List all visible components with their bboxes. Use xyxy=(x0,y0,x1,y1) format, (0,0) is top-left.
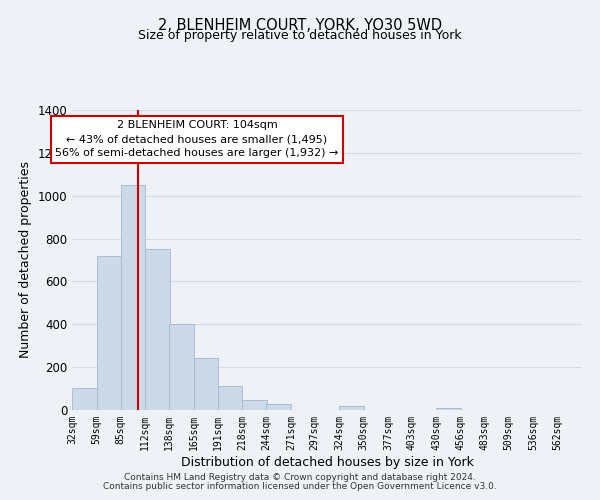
Bar xyxy=(121,185,145,410)
Bar xyxy=(194,358,218,410)
Bar xyxy=(266,404,291,410)
Text: Contains HM Land Registry data © Crown copyright and database right 2024.: Contains HM Land Registry data © Crown c… xyxy=(124,474,476,482)
Bar xyxy=(145,250,170,410)
Y-axis label: Number of detached properties: Number of detached properties xyxy=(19,162,32,358)
Bar xyxy=(218,386,242,410)
Text: Contains public sector information licensed under the Open Government Licence v3: Contains public sector information licen… xyxy=(103,482,497,491)
Bar xyxy=(436,408,461,410)
Bar xyxy=(97,256,121,410)
Text: 2, BLENHEIM COURT, YORK, YO30 5WD: 2, BLENHEIM COURT, YORK, YO30 5WD xyxy=(158,18,442,32)
Bar xyxy=(242,400,267,410)
Bar xyxy=(169,324,194,410)
Bar xyxy=(72,388,97,410)
Text: Size of property relative to detached houses in York: Size of property relative to detached ho… xyxy=(138,28,462,42)
X-axis label: Distribution of detached houses by size in York: Distribution of detached houses by size … xyxy=(181,456,473,468)
Text: 2 BLENHEIM COURT: 104sqm
← 43% of detached houses are smaller (1,495)
56% of sem: 2 BLENHEIM COURT: 104sqm ← 43% of detach… xyxy=(55,120,338,158)
Bar xyxy=(340,406,364,410)
